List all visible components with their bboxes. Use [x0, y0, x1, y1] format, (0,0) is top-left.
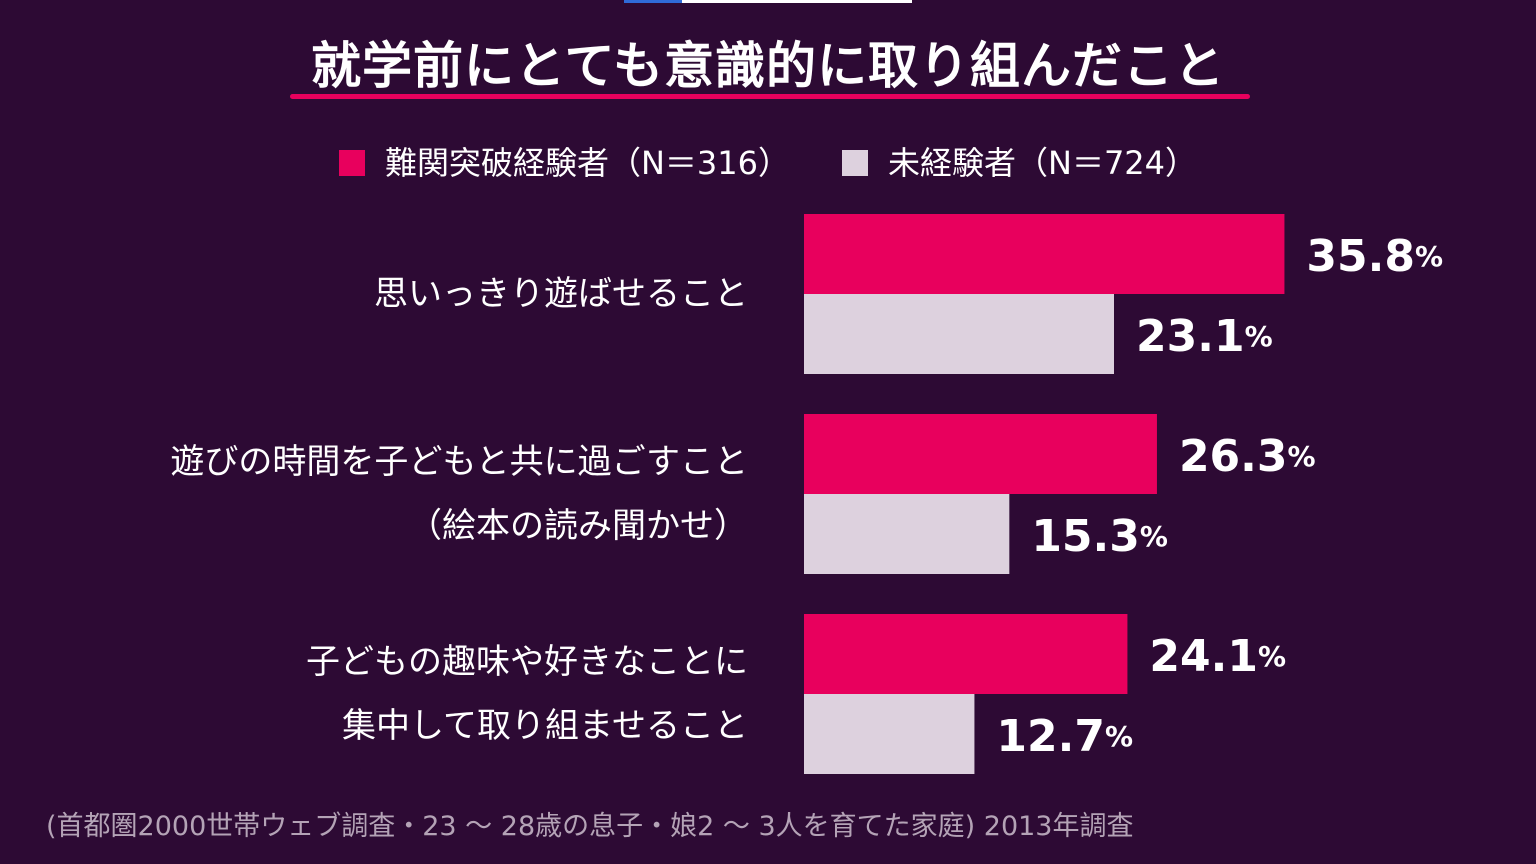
bar-experienced — [804, 214, 1285, 294]
legend-swatch-inexperienced — [842, 150, 868, 176]
legend-item-experienced: 難関突破経験者（N＝316） — [338, 139, 790, 187]
source-note: (首都圏2000世帯ウェブ調査・23 ～ 28歳の息子・娘2 ～ 3人を育てた家… — [46, 811, 1134, 842]
value-label: 12.7% — [996, 711, 1133, 762]
bar-inexperienced — [804, 294, 1115, 374]
top-strip-accent — [624, 0, 682, 3]
value-label: 26.3% — [1179, 431, 1316, 482]
legend-label-experienced: 難関突破経験者（N＝316） — [384, 144, 790, 182]
bar-experienced — [804, 614, 1128, 694]
value-label: 23.1% — [1136, 311, 1273, 362]
legend-item-inexperienced: 未経験者（N＝724） — [842, 139, 1197, 187]
bar-experienced — [804, 414, 1157, 494]
value-label: 35.8% — [1306, 231, 1443, 282]
value-label: 24.1% — [1149, 631, 1286, 682]
bar-inexperienced — [804, 494, 1010, 574]
legend: 難関突破経験者（N＝316） 未経験者（N＝724） — [0, 138, 1536, 188]
legend-label-inexperienced: 未経験者（N＝724） — [888, 144, 1198, 182]
category-label: 集中して取り組ませること — [342, 706, 748, 746]
top-strip — [624, 0, 912, 3]
chart-title: 就学前にとても意識的に取り組んだこと — [311, 37, 1225, 95]
bar-inexperienced — [804, 694, 975, 774]
legend-swatch-experienced — [338, 150, 365, 176]
category-label: 遊びの時間を子どもと共に過ごすこと — [170, 442, 748, 482]
category-label: 思いっきり遊ばせること — [374, 274, 748, 314]
category-label: （絵本の読み聞かせ） — [408, 506, 748, 546]
category-label: 子どもの趣味や好きなことに — [306, 642, 748, 682]
title-underline — [290, 94, 1250, 99]
value-label: 15.3% — [1031, 511, 1168, 562]
